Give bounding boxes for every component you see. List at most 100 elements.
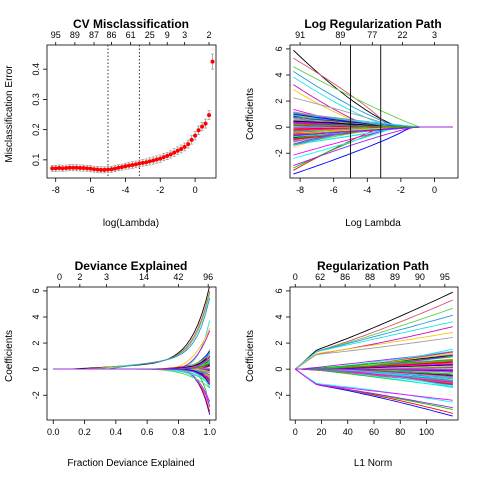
x-tick-label: 0 xyxy=(432,185,437,195)
cv-point xyxy=(158,156,163,161)
x-axis-label: log(Lambda) xyxy=(103,218,159,229)
x-tick-label: -2 xyxy=(397,185,405,195)
coefficient-path xyxy=(293,126,453,136)
x-tick-label: 100 xyxy=(419,427,434,437)
cv-point xyxy=(203,121,208,126)
y-tick-label: -2 xyxy=(31,391,41,399)
cv-point xyxy=(119,165,124,170)
cv-point xyxy=(88,166,93,171)
coefficient-path xyxy=(53,368,210,382)
x-tick-label: 0.6 xyxy=(141,427,154,437)
top-tick-label: 96 xyxy=(203,272,213,282)
cv-point xyxy=(168,152,173,157)
top-tick-label: 77 xyxy=(367,30,377,40)
top-tick-label: 89 xyxy=(390,272,400,282)
panel-title: CV Misclassification xyxy=(73,17,189,31)
y-tick-label: 2 xyxy=(274,341,284,346)
top-tick-label: 89 xyxy=(70,30,80,40)
top-tick-label: 0 xyxy=(293,272,298,282)
y-tick-label: 0.4 xyxy=(31,63,41,76)
regularization-path-panel: Regularization Path L1 Norm Coefficients… xyxy=(245,259,459,469)
cv-misclassification-panel: CV Misclassification log(Lambda) Misclas… xyxy=(4,17,217,229)
y-tick-label: 0.3 xyxy=(31,93,41,106)
x-tick-label: -8 xyxy=(296,185,304,195)
top-tick-label: 91 xyxy=(295,30,305,40)
cv-point xyxy=(161,155,166,160)
cv-point xyxy=(50,166,55,171)
coefficient-path xyxy=(295,336,453,370)
cv-point xyxy=(165,153,170,158)
top-tick-label: 87 xyxy=(89,30,99,40)
cv-point xyxy=(137,161,142,166)
coefficient-path xyxy=(295,368,453,371)
y-tick-label: 6 xyxy=(274,288,284,293)
cv-point xyxy=(53,166,58,171)
x-tick-label: -6 xyxy=(330,185,338,195)
top-tick-label: 25 xyxy=(145,30,155,40)
x-tick-label: -6 xyxy=(87,185,95,195)
log-regularization-path-panel: Log Regularization Path Log Lambda Coeff… xyxy=(245,17,459,229)
y-axis-label: Misclassification Error xyxy=(4,65,15,163)
y-axis-label: Coefficients xyxy=(245,88,256,140)
x-axis-label: Log Lambda xyxy=(345,218,401,229)
top-tick-label: 86 xyxy=(340,272,350,282)
top-tick-label: 42 xyxy=(173,272,183,282)
cv-point xyxy=(81,166,86,171)
cv-point xyxy=(60,166,65,171)
cv-point xyxy=(154,157,159,162)
cv-point xyxy=(186,142,191,147)
cv-point xyxy=(151,158,156,163)
cv-point xyxy=(99,167,104,172)
plot-area: 0.0 0.2 0.4 0.6 0.8 1.0 -2 0 2 4 6 0 2 3 14 42 96 xyxy=(31,272,217,437)
cv-series xyxy=(50,45,215,178)
cv-point xyxy=(105,167,110,172)
cv-point xyxy=(196,128,201,133)
x-tick-label: 0.0 xyxy=(47,427,60,437)
x-tick-label: -4 xyxy=(363,185,371,195)
top-tick-label: 86 xyxy=(106,30,116,40)
top-tick-label: 95 xyxy=(51,30,61,40)
cv-point xyxy=(85,166,90,171)
cv-point xyxy=(67,165,72,170)
panel-title: Deviance Explained xyxy=(75,259,188,273)
coefficient-paths xyxy=(293,45,453,178)
plot-frame xyxy=(289,286,459,421)
top-tick-label: 88 xyxy=(365,272,375,282)
cv-point xyxy=(112,166,117,171)
cv-point xyxy=(133,162,138,167)
y-axis-label: Coefficients xyxy=(245,330,256,382)
x-axis-label: Fraction Deviance Explained xyxy=(67,458,194,469)
cv-point xyxy=(172,150,177,155)
cv-point xyxy=(182,144,187,149)
deviance-explained-panel: Deviance Explained Fraction Deviance Exp… xyxy=(4,259,217,469)
cv-point xyxy=(207,113,212,118)
y-tick-label: -2 xyxy=(274,149,284,157)
cv-point xyxy=(123,164,128,169)
cv-point xyxy=(193,133,198,138)
plot-area: -8 -6 -4 -2 0 -2 0 2 4 6 91 89 77 22 3 xyxy=(274,30,459,195)
cv-point xyxy=(147,159,152,164)
coefficient-path xyxy=(53,368,211,413)
y-tick-label: 6 xyxy=(31,288,41,293)
coefficient-path xyxy=(53,368,211,402)
cv-point xyxy=(210,59,215,64)
panel-title: Log Regularization Path xyxy=(304,17,441,31)
cv-point xyxy=(126,163,131,168)
coefficient-path xyxy=(53,330,211,370)
coefficient-path xyxy=(295,368,453,403)
top-tick-label: 3 xyxy=(432,30,437,40)
y-tick-label: 2 xyxy=(274,99,284,104)
top-tick-label: 62 xyxy=(315,272,325,282)
cv-point xyxy=(140,160,145,165)
cv-point xyxy=(95,167,100,172)
y-tick-label: 4 xyxy=(274,72,284,77)
plot-frame xyxy=(289,44,459,179)
x-tick-label: -4 xyxy=(121,185,129,195)
coefficient-path xyxy=(295,321,453,370)
y-tick-label: 0 xyxy=(274,125,284,130)
top-tick-label: 2 xyxy=(77,272,82,282)
top-tick-label: 9 xyxy=(165,30,170,40)
y-tick-label: 0 xyxy=(31,367,41,372)
